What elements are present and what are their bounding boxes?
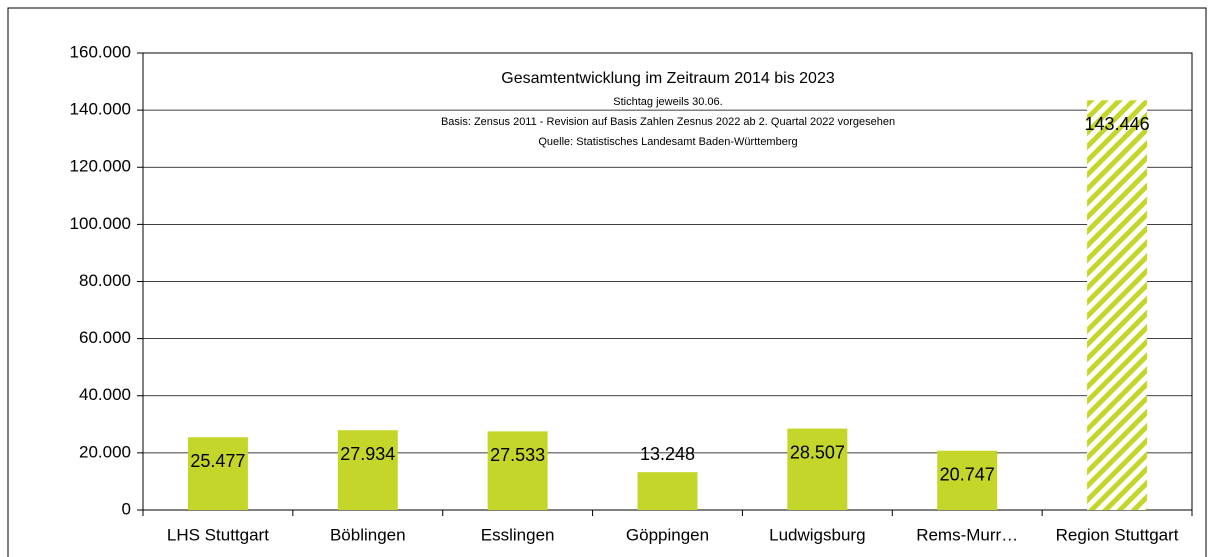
bar	[1087, 100, 1148, 511]
chart-border	[7, 7, 1207, 557]
value-label: 27.533	[490, 445, 545, 465]
y-tick-label: 140.000	[70, 100, 131, 119]
y-tick-label: 120.000	[70, 157, 131, 176]
value-label: 13.248	[640, 444, 695, 464]
x-tick-label: Böblingen	[330, 525, 406, 544]
chart-subtitle: Stichtag jeweils 30.06.	[613, 96, 722, 108]
x-tick-label: Esslingen	[481, 525, 555, 544]
value-label: 25.477	[190, 451, 245, 471]
value-label: 28.507	[790, 442, 845, 462]
y-tick-label: 20.000	[79, 442, 131, 461]
bar	[787, 428, 848, 510]
y-tick-label: 100.000	[70, 214, 131, 233]
y-tick-label: 160.000	[70, 42, 131, 61]
x-tick-label: Göppingen	[626, 525, 709, 544]
y-tick-label: 0	[122, 499, 131, 518]
bar	[187, 437, 248, 510]
x-tick-label: LHS Stuttgart	[167, 525, 269, 544]
bar	[637, 472, 698, 510]
bar	[487, 431, 548, 510]
y-tick-label: 80.000	[79, 271, 131, 290]
chart-title: Gesamtentwicklung im Zeitraum 2014 bis 2…	[501, 70, 835, 87]
y-tick-label: 60.000	[79, 328, 131, 347]
chart-subtitle: Basis: Zensus 2011 - Revision auf Basis …	[441, 116, 895, 128]
bar	[337, 430, 398, 510]
value-label: 20.747	[940, 464, 995, 484]
value-label: 143.446	[1085, 114, 1150, 134]
x-tick-label: Ludwigsburg	[769, 525, 865, 544]
chart-subtitle: Quelle: Statistisches Landesamt Baden-Wü…	[538, 136, 797, 148]
y-tick-label: 40.000	[79, 385, 131, 404]
x-tick-label: Rems-Murr…	[916, 525, 1018, 544]
x-tick-label: Region Stuttgart	[1056, 525, 1179, 544]
value-label: 27.934	[340, 444, 395, 464]
bar	[937, 450, 998, 510]
